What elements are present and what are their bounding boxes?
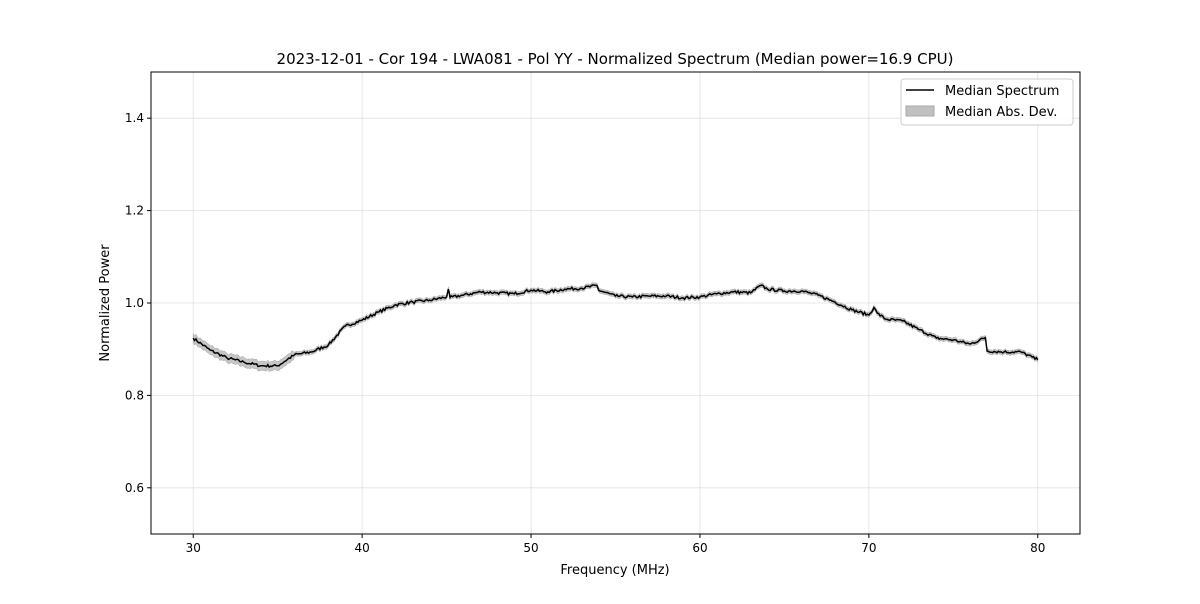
y-tick-label: 0.8 <box>125 388 144 402</box>
legend-median-spectrum: Median Spectrum <box>945 84 1059 99</box>
y-tick-label: 1.2 <box>125 204 144 218</box>
y-tick-label: 1.0 <box>125 296 144 310</box>
x-tick-label: 60 <box>692 541 707 555</box>
y-tick-label: 1.4 <box>125 111 144 125</box>
chart-title: 2023-12-01 - Cor 194 - LWA081 - Pol YY -… <box>277 50 954 68</box>
legend-band-swatch <box>905 105 935 117</box>
x-tick-label: 50 <box>523 541 538 555</box>
x-tick-label: 80 <box>1030 541 1045 555</box>
x-tick-label: 40 <box>354 541 369 555</box>
legend-mad: Median Abs. Dev. <box>945 105 1057 120</box>
legend-box <box>900 78 1074 126</box>
y-tick-label: 0.6 <box>125 481 144 495</box>
x-axis-label: Frequency (MHz) <box>560 563 669 578</box>
legend: Median Spectrum Median Abs. Dev. <box>900 78 1074 126</box>
y-axis-label: Normalized Power <box>98 244 113 362</box>
x-tick-label: 30 <box>186 541 201 555</box>
x-tick-label: 70 <box>861 541 876 555</box>
series-median-spectrum <box>192 284 1039 369</box>
